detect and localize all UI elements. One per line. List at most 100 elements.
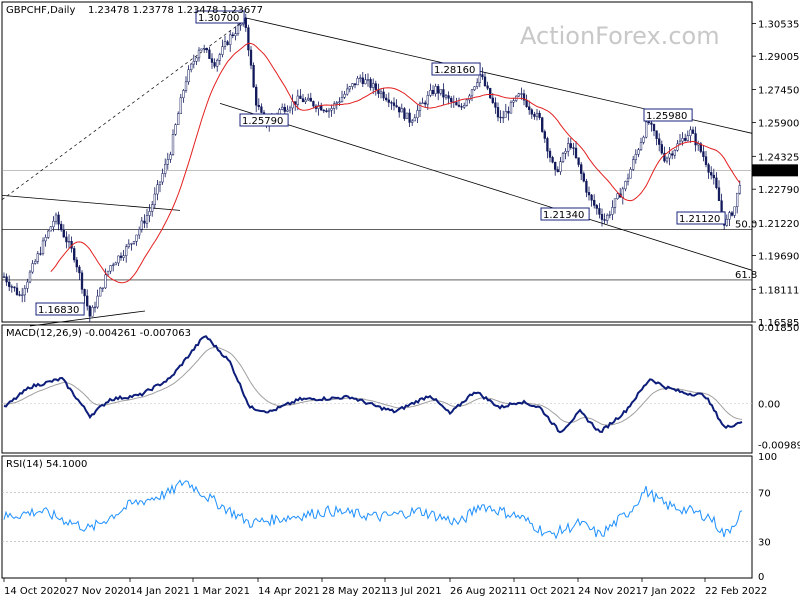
candle (99, 287, 102, 297)
candle (559, 161, 562, 172)
candle (281, 106, 284, 110)
candle (86, 295, 89, 307)
candle (447, 95, 450, 99)
candle (106, 270, 110, 276)
candle (637, 149, 640, 155)
candle (489, 88, 492, 99)
candle (122, 255, 125, 258)
candle (161, 173, 164, 183)
price-tick-label: 1.22790 (758, 185, 799, 196)
date-tick-label: 27 Nov 2020 (66, 586, 130, 597)
channel-lower-line (219, 102, 753, 271)
candle (88, 305, 91, 317)
candle (112, 264, 115, 266)
candle (624, 181, 627, 190)
candle (135, 234, 138, 242)
candle (668, 153, 671, 159)
candle (600, 214, 604, 220)
candle (114, 262, 117, 266)
candle (715, 177, 718, 188)
candle (166, 159, 169, 165)
candle (96, 295, 99, 308)
price-annotation-label: 1.30700 (198, 13, 239, 24)
date-tick-label: 13 Jul 2021 (385, 586, 442, 597)
candle (686, 135, 689, 141)
price-annotation-box (676, 211, 726, 225)
candle (717, 187, 721, 201)
candle (403, 108, 406, 119)
candle (73, 248, 76, 261)
candle (418, 103, 422, 111)
candle (93, 306, 97, 309)
candle (574, 147, 578, 158)
candle (309, 97, 312, 102)
candle (590, 194, 593, 201)
candle (509, 101, 513, 114)
date-tick-label: 14 Apr 2021 (258, 586, 320, 597)
candle (437, 86, 440, 94)
candle (556, 169, 559, 172)
candle (353, 83, 357, 86)
rsi-line (3, 479, 743, 540)
candle (577, 157, 580, 165)
candle (736, 192, 739, 208)
candle (671, 153, 674, 156)
candle (210, 58, 214, 63)
candle (385, 97, 388, 101)
date-tick-label: 24 Nov 2021 (578, 586, 642, 597)
candle (658, 138, 661, 145)
candle (47, 230, 50, 238)
candle (218, 54, 221, 61)
price-annotation-label: 1.25790 (242, 116, 283, 127)
candle (535, 112, 539, 117)
candle (699, 143, 702, 152)
candle (364, 79, 367, 85)
candle (216, 59, 219, 67)
candle (148, 211, 151, 216)
candle (247, 27, 250, 51)
candle (57, 214, 60, 225)
candle (733, 206, 736, 216)
candle (387, 99, 390, 103)
price-tick-label: 1.29005 (758, 52, 799, 63)
candle (463, 105, 466, 108)
candle (405, 112, 409, 119)
candle (647, 121, 650, 124)
candle (382, 91, 385, 99)
candle (663, 152, 666, 162)
candle (39, 253, 42, 255)
candle (52, 220, 55, 228)
moving-average-line (50, 42, 741, 284)
candle (205, 48, 208, 51)
candle (546, 138, 549, 152)
candle (431, 90, 435, 94)
candle (236, 25, 240, 34)
rsi-tick-label: 70 (758, 489, 771, 500)
candle (712, 174, 715, 179)
price-tick-label: 1.30535 (758, 19, 799, 30)
candle (678, 140, 682, 145)
candle (190, 63, 193, 70)
candle (333, 103, 336, 109)
watermark: ActionForex.com (520, 22, 720, 50)
candle (192, 61, 195, 65)
candle (78, 266, 81, 274)
candle (229, 34, 232, 45)
candle (361, 77, 364, 85)
last-price-label: 1.23677 (756, 166, 797, 177)
price-annotation-box (643, 108, 693, 122)
candle (130, 243, 133, 245)
candle (496, 107, 500, 118)
candle (499, 116, 502, 119)
base-trend-line (29, 310, 146, 327)
candle (379, 91, 383, 94)
candle (208, 49, 211, 59)
last-price-tag (752, 164, 798, 177)
candle (49, 226, 52, 232)
candle (465, 99, 468, 106)
candle (366, 79, 370, 81)
candle (652, 124, 656, 132)
candle (522, 93, 526, 101)
candle (54, 214, 58, 222)
